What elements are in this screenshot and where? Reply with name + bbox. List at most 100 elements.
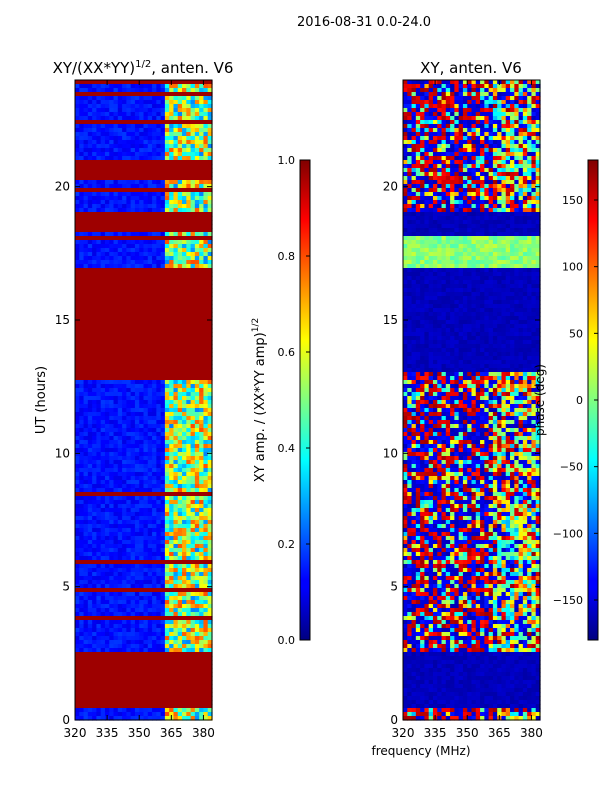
- amplitude-cell: [169, 348, 175, 353]
- amplitude-cell: [75, 256, 80, 261]
- amplitude-cell: [113, 364, 119, 369]
- amplitude-cell: [182, 148, 187, 153]
- amplitude-cell: [134, 496, 140, 501]
- amplitude-cell: [96, 292, 102, 297]
- amplitude-cell: [186, 540, 192, 545]
- amplitude-cell: [182, 696, 187, 701]
- amplitude-cell: [92, 336, 98, 341]
- amplitude-cell: [139, 480, 145, 485]
- amplitude-cell: [199, 628, 205, 633]
- amplitude-cell: [75, 556, 80, 561]
- amplitude-cell: [75, 564, 80, 569]
- amplitude-cell: [177, 452, 183, 457]
- amplitude-cell: [92, 664, 98, 669]
- amplitude-cell: [83, 340, 89, 345]
- amplitude-cell: [113, 160, 119, 165]
- amplitude-cell: [160, 456, 166, 461]
- amplitude-cell: [194, 400, 200, 405]
- amplitude-cell: [203, 96, 209, 101]
- amplitude-cell: [122, 168, 127, 173]
- amplitude-cell: [199, 580, 205, 585]
- amplitude-cell: [109, 516, 115, 521]
- amplitude-cell: [164, 200, 170, 205]
- amplitude-cell: [134, 392, 140, 397]
- amplitude-cell: [190, 540, 196, 545]
- amplitude-cell: [79, 416, 85, 421]
- amplitude-cell: [83, 192, 89, 197]
- amplitude-cell: [152, 164, 157, 169]
- amplitude-cell: [122, 500, 127, 505]
- amplitude-cell: [92, 216, 98, 221]
- amplitude-cell: [164, 372, 170, 377]
- amplitude-cell: [156, 132, 162, 137]
- amplitude-cell: [109, 300, 115, 305]
- amplitude-cell: [186, 112, 192, 117]
- amplitude-cell: [194, 600, 200, 605]
- amplitude-cell: [203, 220, 209, 225]
- amplitude-cell: [207, 604, 213, 609]
- amplitude-cell: [87, 672, 93, 677]
- amplitude-cell: [203, 476, 209, 481]
- amplitude-cell: [104, 328, 110, 333]
- amplitude-cell: [190, 700, 196, 705]
- amplitude-cell: [139, 376, 145, 381]
- amplitude-cell: [113, 532, 119, 537]
- amplitude-cell: [143, 124, 149, 129]
- amplitude-cell: [96, 512, 102, 517]
- amplitude-cell: [109, 80, 115, 85]
- amplitude-cell: [173, 420, 179, 425]
- amplitude-cell: [100, 672, 106, 677]
- amplitude-cell: [160, 468, 166, 473]
- amplitude-cell: [117, 588, 123, 593]
- amplitude-cell: [100, 640, 106, 645]
- amplitude-cell: [113, 396, 119, 401]
- amplitude-cell: [92, 108, 98, 113]
- amplitude-cell: [83, 184, 89, 189]
- amplitude-cell: [92, 332, 98, 337]
- amplitude-cell: [75, 412, 80, 417]
- amplitude-cell: [130, 376, 136, 381]
- amplitude-cell: [152, 448, 157, 453]
- amplitude-cell: [164, 484, 170, 489]
- amplitude-cell: [113, 360, 119, 365]
- amplitude-cell: [109, 652, 115, 657]
- amplitude-cell: [152, 488, 157, 493]
- amplitude-cell: [182, 680, 187, 685]
- amplitude-cell: [152, 428, 157, 433]
- amplitude-cell: [194, 512, 200, 517]
- amplitude-cell: [164, 512, 170, 517]
- amplitude-cell: [134, 504, 140, 509]
- amplitude-cell: [160, 188, 166, 193]
- amplitude-cell: [173, 220, 179, 225]
- amplitude-cell: [207, 132, 213, 137]
- amplitude-cell: [152, 540, 157, 545]
- amplitude-cell: [75, 668, 80, 673]
- amplitude-cell: [130, 128, 136, 133]
- amplitude-cell: [143, 492, 149, 497]
- amplitude-cell: [177, 424, 183, 429]
- amplitude-cell: [92, 380, 98, 385]
- amplitude-cell: [92, 540, 98, 545]
- amplitude-cell: [169, 180, 175, 185]
- amplitude-cell: [130, 164, 136, 169]
- amplitude-cell: [79, 304, 85, 309]
- amplitude-cell: [113, 536, 119, 541]
- amplitude-cell: [134, 224, 140, 229]
- amplitude-cell: [83, 444, 89, 449]
- amplitude-cell: [143, 140, 149, 145]
- amplitude-cell: [139, 384, 145, 389]
- amplitude-cell: [75, 376, 80, 381]
- amplitude-cell: [199, 556, 205, 561]
- amplitude-cell: [83, 684, 89, 689]
- amplitude-cell: [164, 276, 170, 281]
- amplitude-cell: [199, 84, 205, 89]
- amplitude-cell: [100, 352, 106, 357]
- amplitude-cell: [190, 156, 196, 161]
- amplitude-cell: [182, 692, 187, 697]
- amplitude-cell: [83, 680, 89, 685]
- amplitude-cell: [117, 392, 123, 397]
- amplitude-cell: [182, 612, 187, 617]
- amplitude-cell: [177, 136, 183, 141]
- amplitude-cell: [113, 564, 119, 569]
- amplitude-cell: [126, 460, 132, 465]
